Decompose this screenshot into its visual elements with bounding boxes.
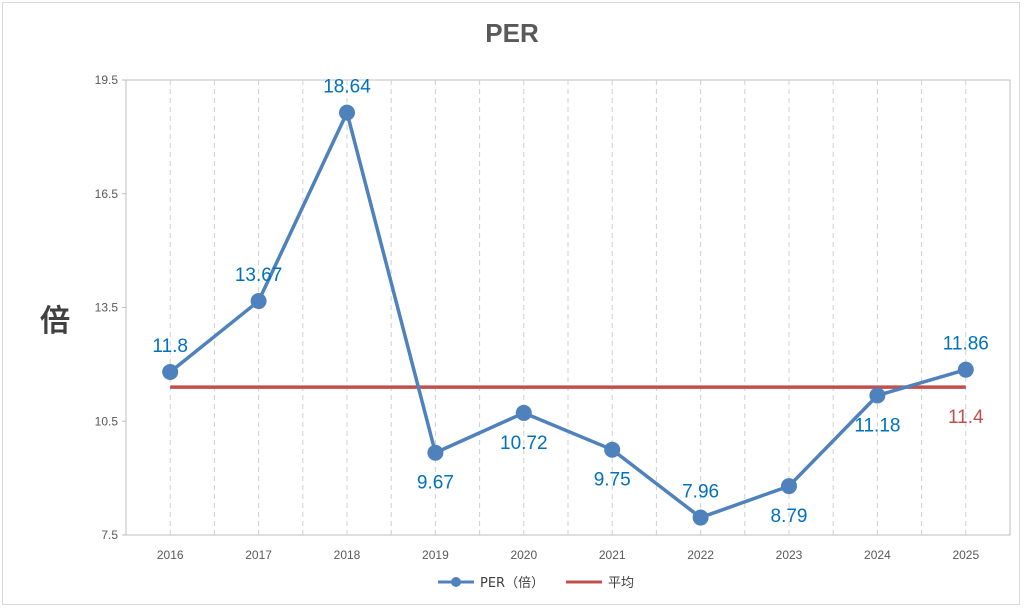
y-axis-title: 倍 (40, 304, 70, 339)
per-data-point (162, 363, 179, 380)
x-tick-label: 2017 (245, 548, 272, 562)
per-data-label: 7.96 (682, 482, 719, 503)
per-data-label: 11.18 (854, 415, 900, 436)
per-data-label: 18.64 (323, 77, 371, 98)
per-data-point (250, 293, 267, 310)
y-tick-label: 10.5 (95, 414, 119, 428)
y-tick-label: 7.5 (101, 528, 118, 542)
per-data-label: 8.79 (771, 506, 808, 527)
per-data-label: 11.8 (152, 336, 188, 357)
y-tick-label: 13.5 (95, 301, 119, 315)
x-tick-label: 2016 (157, 548, 184, 562)
y-tick-label: 16.5 (95, 187, 119, 201)
per-data-point (781, 478, 797, 495)
per-series-line (169, 110, 967, 520)
per-data-point (869, 387, 886, 404)
x-tick-label: 2018 (334, 548, 361, 562)
y-tick-label: 19.5 (95, 73, 119, 87)
x-tick-label: 2019 (422, 548, 449, 562)
legend-average-label: 平均 (608, 576, 634, 591)
x-tick-label: 2022 (687, 548, 714, 562)
per-data-label: 9.67 (417, 473, 454, 494)
per-data-label: 10.72 (500, 433, 548, 454)
x-tick-label: 2020 (510, 548, 537, 562)
x-tick-label: 2025 (952, 548, 979, 562)
per-data-point (957, 361, 974, 378)
per-data-point (604, 441, 621, 458)
legend-per-marker (451, 577, 461, 587)
x-tick-label: 2023 (776, 548, 803, 562)
per-data-point (692, 509, 709, 526)
per-data-point (427, 444, 444, 461)
per-data-label: 9.75 (594, 470, 631, 491)
chart-title: PER (485, 18, 539, 48)
x-tick-label: 2021 (599, 548, 626, 562)
per-data-point (515, 404, 532, 421)
x-tick-label: 2024 (864, 548, 891, 562)
average-data-label: 11.4 (948, 407, 984, 428)
per-data-label: 13.67 (235, 265, 283, 286)
per-data-point (339, 104, 355, 121)
legend-per-label: PER（倍） (480, 576, 544, 591)
per-data-label: 11.86 (943, 334, 989, 355)
